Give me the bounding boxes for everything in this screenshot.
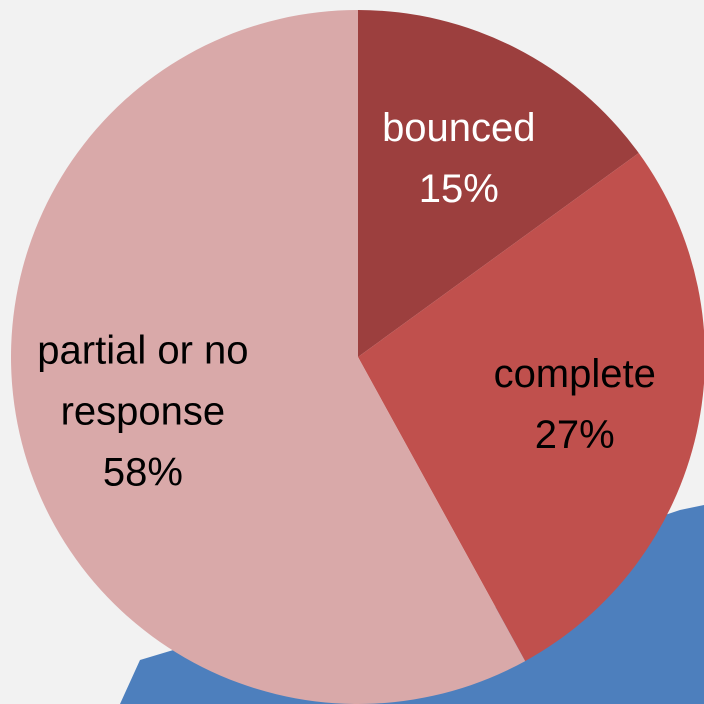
value-label: 58% — [102, 450, 183, 495]
category-label: complete — [493, 352, 656, 397]
value-label: 27% — [534, 413, 615, 458]
slice-label: partial or no response 58% — [3, 321, 283, 504]
pie-slice — [358, 153, 704, 662]
pie — [10, 10, 704, 704]
category-label: bounced — [382, 106, 536, 151]
pie-slice — [10, 10, 526, 704]
slice-label: bounced 15% — [319, 98, 599, 220]
value-label: 15% — [418, 167, 499, 212]
slice-label: complete 27% — [435, 344, 704, 466]
category-label: partial or no response — [37, 328, 249, 434]
pie-slice — [358, 10, 639, 357]
